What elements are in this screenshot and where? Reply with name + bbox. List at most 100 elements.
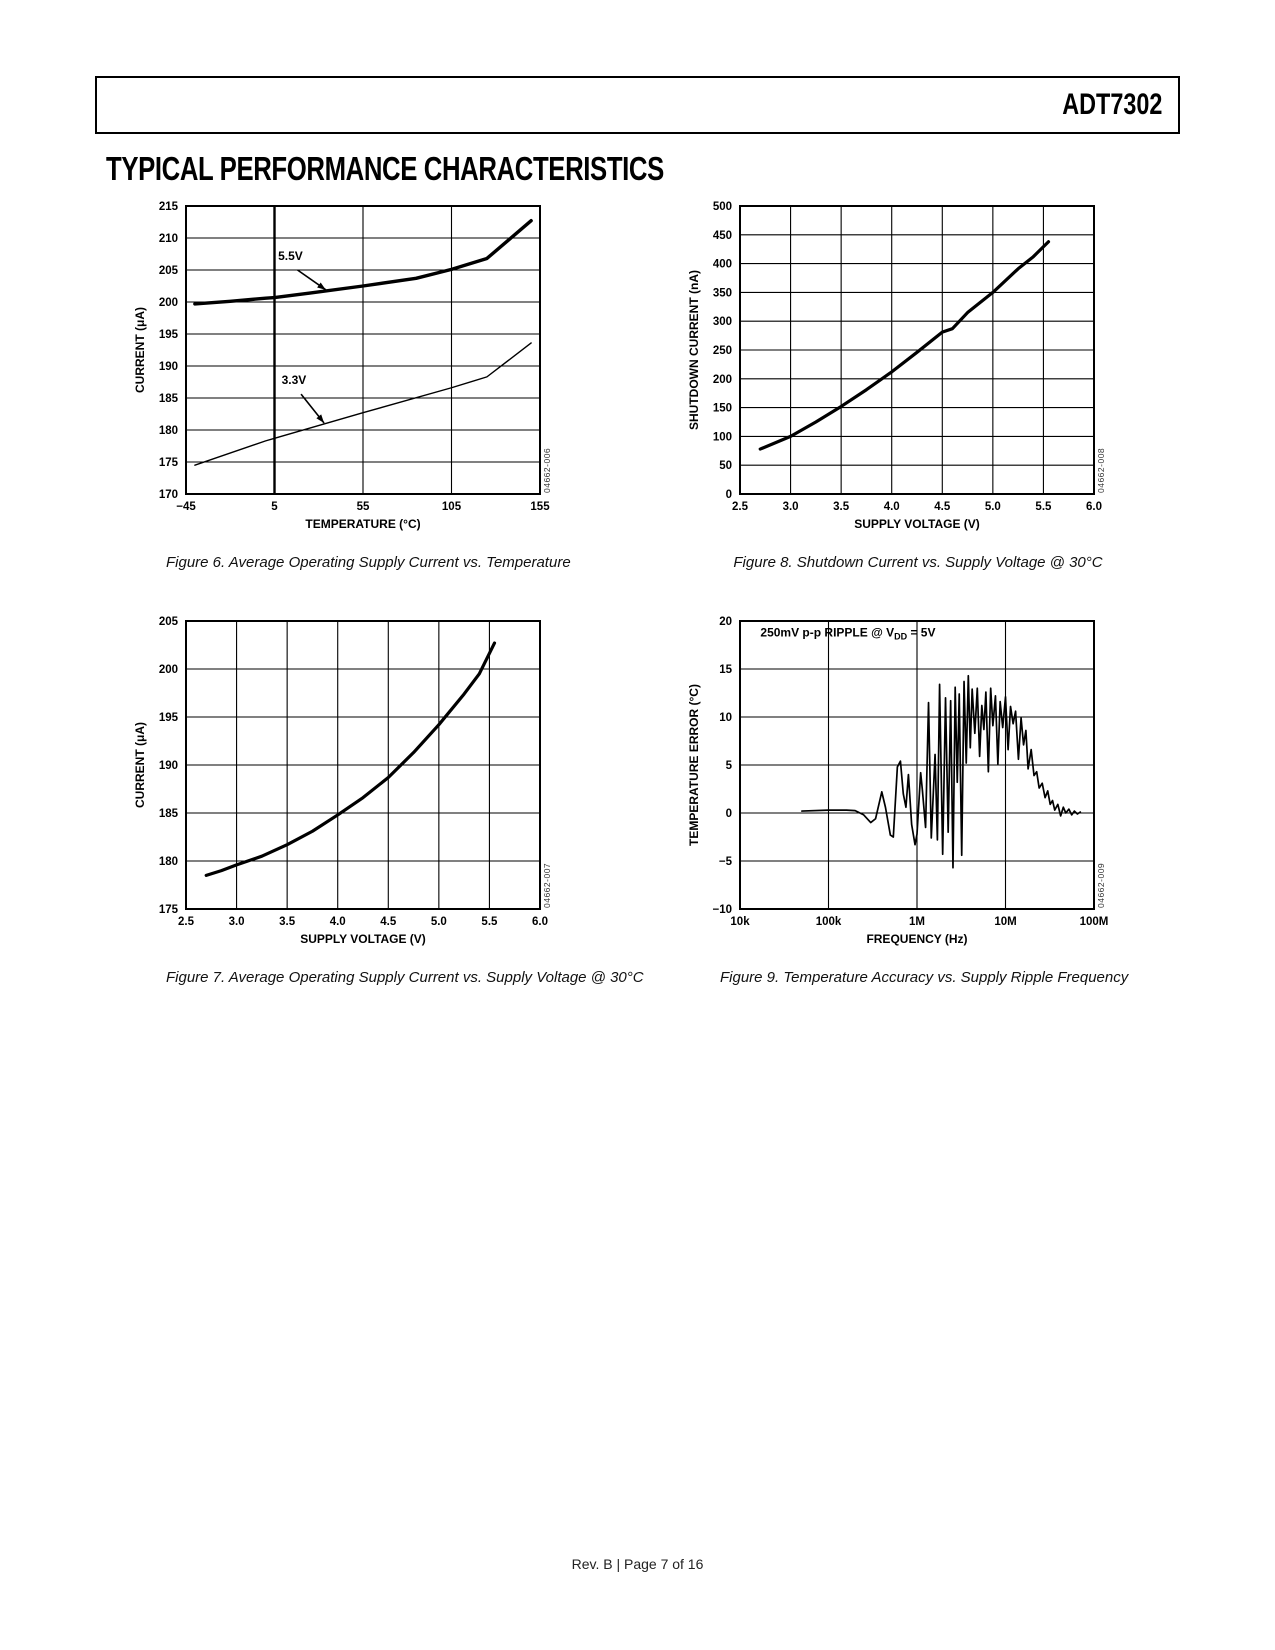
svg-text:6.0: 6.0	[1086, 501, 1102, 513]
svg-text:1M: 1M	[909, 916, 925, 928]
svg-text:100M: 100M	[1080, 916, 1109, 928]
svg-text:2.5: 2.5	[732, 501, 749, 513]
plot-note: 250mV p-p RIPPLE @ VDD = 5V	[760, 625, 935, 641]
svg-text:5: 5	[726, 760, 733, 772]
gridlines	[185, 620, 541, 910]
svg-text:4.5: 4.5	[380, 916, 397, 928]
gridlines	[739, 620, 1095, 910]
svg-text:450: 450	[713, 230, 732, 242]
figure-9: 10k 100k 1M 10M 100M −10 −5 0 5 10 15 20 FREQUENCY (…	[684, 611, 1129, 986]
svg-text:175: 175	[159, 904, 179, 916]
page-title: TYPICAL PERFORMANCE CHARACTERISTICS	[106, 150, 664, 187]
tick-labels: 2.5 3.0 3.5 4.0 4.5 5.0 5.5 6.0 0 50 100 150 200 250 3…	[713, 201, 1102, 513]
y-axis-label: TEMPERATURE ERROR (°C)	[687, 684, 701, 846]
svg-text:185: 185	[159, 808, 179, 820]
svg-text:4.0: 4.0	[884, 501, 900, 513]
svg-text:5.0: 5.0	[985, 501, 1001, 513]
x-axis-label: SUPPLY VOLTAGE (V)	[854, 517, 980, 531]
x-axis-label: FREQUENCY (Hz)	[866, 932, 967, 946]
svg-text:195: 195	[159, 712, 179, 724]
tick-labels: −45 5 55 105 1551701751801851901952002052102…	[159, 201, 550, 513]
series-5.5V	[193, 219, 533, 306]
svg-text:3.3V: 3.3V	[282, 373, 307, 387]
series-shutdown-current	[758, 240, 1051, 451]
svg-text:215: 215	[159, 201, 179, 213]
svg-text:6.0: 6.0	[532, 916, 548, 928]
svg-text:100: 100	[713, 431, 732, 443]
figure-8: 2.5 3.0 3.5 4.0 4.5 5.0 5.5 6.0 0 50 100 150 200 250 3…	[684, 196, 1116, 571]
svg-text:5.5: 5.5	[1035, 501, 1052, 513]
svg-text:105: 105	[442, 501, 462, 513]
svg-text:4.5: 4.5	[934, 501, 951, 513]
svg-text:5.5V: 5.5V	[278, 249, 303, 263]
svg-text:2.5: 2.5	[178, 916, 195, 928]
figure-9-caption: Figure 9. Temperature Accuracy vs. Suppl…	[720, 969, 1129, 986]
svg-text:500: 500	[713, 201, 732, 213]
annotation-3.3V: 3.3V	[282, 373, 325, 424]
svg-text:10M: 10M	[994, 916, 1016, 928]
svg-text:300: 300	[713, 316, 732, 328]
svg-text:5.5: 5.5	[481, 916, 498, 928]
fig7-svg: 2.5 3.0 3.5 4.0 4.5 5.0 5.5 6.0 175 180 185 190 195 2…	[133, 616, 552, 946]
svg-text:200: 200	[159, 297, 178, 309]
svg-text:3.0: 3.0	[783, 501, 799, 513]
svg-text:205: 205	[159, 616, 179, 628]
svg-text:−45: −45	[176, 501, 196, 513]
part-number: ADT7302	[1061, 88, 1162, 121]
svg-text:190: 190	[159, 361, 178, 373]
svg-text:200: 200	[159, 664, 178, 676]
y-axis-label: SHUTDOWN CURRENT (nA)	[687, 270, 701, 430]
svg-text:10k: 10k	[730, 916, 750, 928]
svg-text:180: 180	[159, 425, 178, 437]
plot-border	[185, 205, 541, 495]
svg-text:50: 50	[719, 460, 732, 472]
annotation-5.5V: 5.5V	[278, 249, 327, 291]
fig6-svg: −45 5 55 105 1551701751801851901952002052102…	[133, 201, 552, 531]
svg-text:−10: −10	[712, 904, 732, 916]
fig8-svg: 2.5 3.0 3.5 4.0 4.5 5.0 5.5 6.0 0 50 100 150 200 250 3…	[687, 201, 1106, 531]
figure-8-caption: Figure 8. Shutdown Current vs. Supply Vo…	[733, 554, 1103, 571]
gridlines	[185, 205, 541, 495]
page-footer: Rev. B | Page 7 of 16	[571, 1556, 704, 1572]
svg-text:5.0: 5.0	[431, 916, 447, 928]
header-box: ADT7302	[95, 76, 1180, 134]
figure-8-chart: 2.5 3.0 3.5 4.0 4.5 5.0 5.5 6.0 0 50 100 150 200 250 3…	[684, 196, 1116, 540]
y-axis-label: CURRENT (μA)	[133, 722, 147, 808]
svg-text:3.5: 3.5	[833, 501, 850, 513]
svg-text:400: 400	[713, 259, 732, 271]
watermark-code: 04662-008	[1096, 448, 1106, 493]
svg-text:3.5: 3.5	[279, 916, 296, 928]
svg-text:190: 190	[159, 760, 178, 772]
watermark-code: 04662-006	[542, 448, 552, 493]
figure-6-caption: Figure 6. Average Operating Supply Curre…	[166, 554, 571, 571]
plot-border	[739, 620, 1095, 910]
svg-text:180: 180	[159, 856, 178, 868]
svg-text:15: 15	[719, 664, 732, 676]
svg-text:5: 5	[271, 501, 278, 513]
figure-7-caption: Figure 7. Average Operating Supply Curre…	[166, 969, 644, 986]
svg-text:4.0: 4.0	[330, 916, 346, 928]
svg-text:10: 10	[719, 712, 732, 724]
svg-text:3.0: 3.0	[229, 916, 245, 928]
svg-text:−5: −5	[719, 856, 733, 868]
svg-text:55: 55	[357, 501, 370, 513]
svg-text:0: 0	[726, 808, 732, 820]
x-axis-label: TEMPERATURE (°C)	[305, 517, 420, 531]
svg-text:210: 210	[159, 233, 178, 245]
svg-text:155: 155	[530, 501, 550, 513]
figure-9-chart: 10k 100k 1M 10M 100M −10 −5 0 5 10 15 20 FREQUENCY (…	[684, 611, 1116, 955]
watermark-code: 04662-009	[1096, 863, 1106, 908]
tick-labels: 10k 100k 1M 10M 100M −10 −5 0 5 10 15 20	[712, 616, 1108, 928]
watermark-code: 04662-007	[542, 863, 552, 908]
series-supply-current	[204, 641, 497, 877]
figure-6-chart: −45 5 55 105 155 170 175 180 185 190 195 200 205 210 2…	[130, 196, 562, 540]
svg-text:205: 205	[159, 265, 179, 277]
figure-6: −45 5 55 105 155 170 175 180 185 190 195 200 205 210 2…	[130, 196, 571, 571]
svg-text:175: 175	[159, 457, 179, 469]
svg-text:20: 20	[719, 616, 732, 628]
figure-7-chart: 2.5 3.0 3.5 4.0 4.5 5.0 5.5 6.0 175 180 185 190 195 2…	[130, 611, 562, 955]
tick-labels: 2.5 3.0 3.5 4.0 4.5 5.0 5.5 6.0 175 180 185 190 195 2…	[159, 616, 548, 928]
series-3.3V	[194, 342, 532, 466]
svg-text:250: 250	[713, 345, 732, 357]
